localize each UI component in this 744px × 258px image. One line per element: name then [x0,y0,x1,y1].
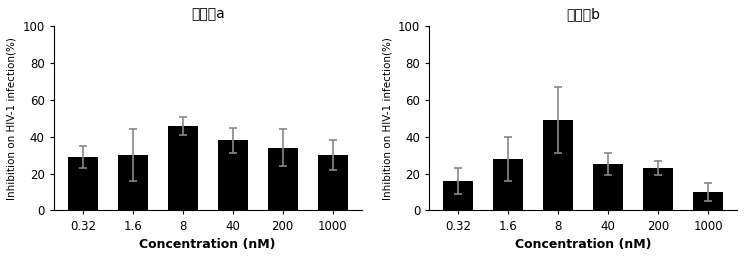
Title: 化合物a: 化合物a [190,7,225,21]
Bar [167,126,198,211]
Y-axis label: Inhibition on HIV-1 infection(%): Inhibition on HIV-1 infection(%) [382,37,392,200]
Bar [118,155,148,211]
Y-axis label: Inhibition on HIV-1 infection(%): Inhibition on HIV-1 infection(%) [7,37,17,200]
Bar [268,148,298,211]
Bar [443,181,473,211]
Title: 化合物b: 化合物b [566,7,600,21]
Bar [218,140,248,211]
Bar [318,155,347,211]
X-axis label: Concentration (nM): Concentration (nM) [515,238,652,251]
Bar [68,157,97,211]
Bar [543,120,573,211]
X-axis label: Concentration (nM): Concentration (nM) [139,238,276,251]
Bar [693,192,723,211]
Bar [593,164,623,211]
Bar [643,168,673,211]
Bar [493,159,523,211]
